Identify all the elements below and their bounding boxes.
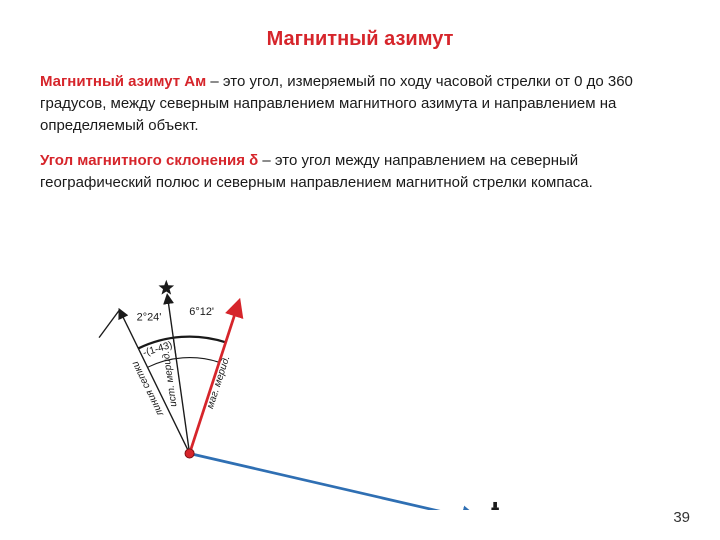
origin-dot [185, 449, 194, 458]
page-number: 39 [673, 509, 690, 526]
angle-label-left: 2°24' [137, 312, 162, 324]
label-mag-meridian: маг. мерид. [205, 354, 232, 410]
page-title: Магнитный азимут [40, 28, 680, 51]
target-flag [493, 502, 497, 507]
north-star-icon [158, 280, 174, 295]
definition-azimuth: Магнитный азимут Ам – это угол, измеряем… [40, 71, 680, 136]
target-icon [491, 507, 500, 510]
inner-arc [148, 358, 220, 368]
angle-label-right: 6°12' [189, 306, 214, 318]
tick-true [173, 338, 176, 359]
term-azimuth: Магнитный азимут Ам [40, 73, 206, 90]
grid-tip-tick [99, 310, 119, 338]
definition-declination: Угол магнитного склонения δ – это угол м… [40, 150, 680, 194]
term-declination: Угол магнитного склонения δ [40, 152, 258, 169]
sight-line [190, 453, 479, 510]
azimuth-diagram: 2°24'6°12'-(1-43)линия сеткиист. мерид.м… [80, 260, 500, 510]
